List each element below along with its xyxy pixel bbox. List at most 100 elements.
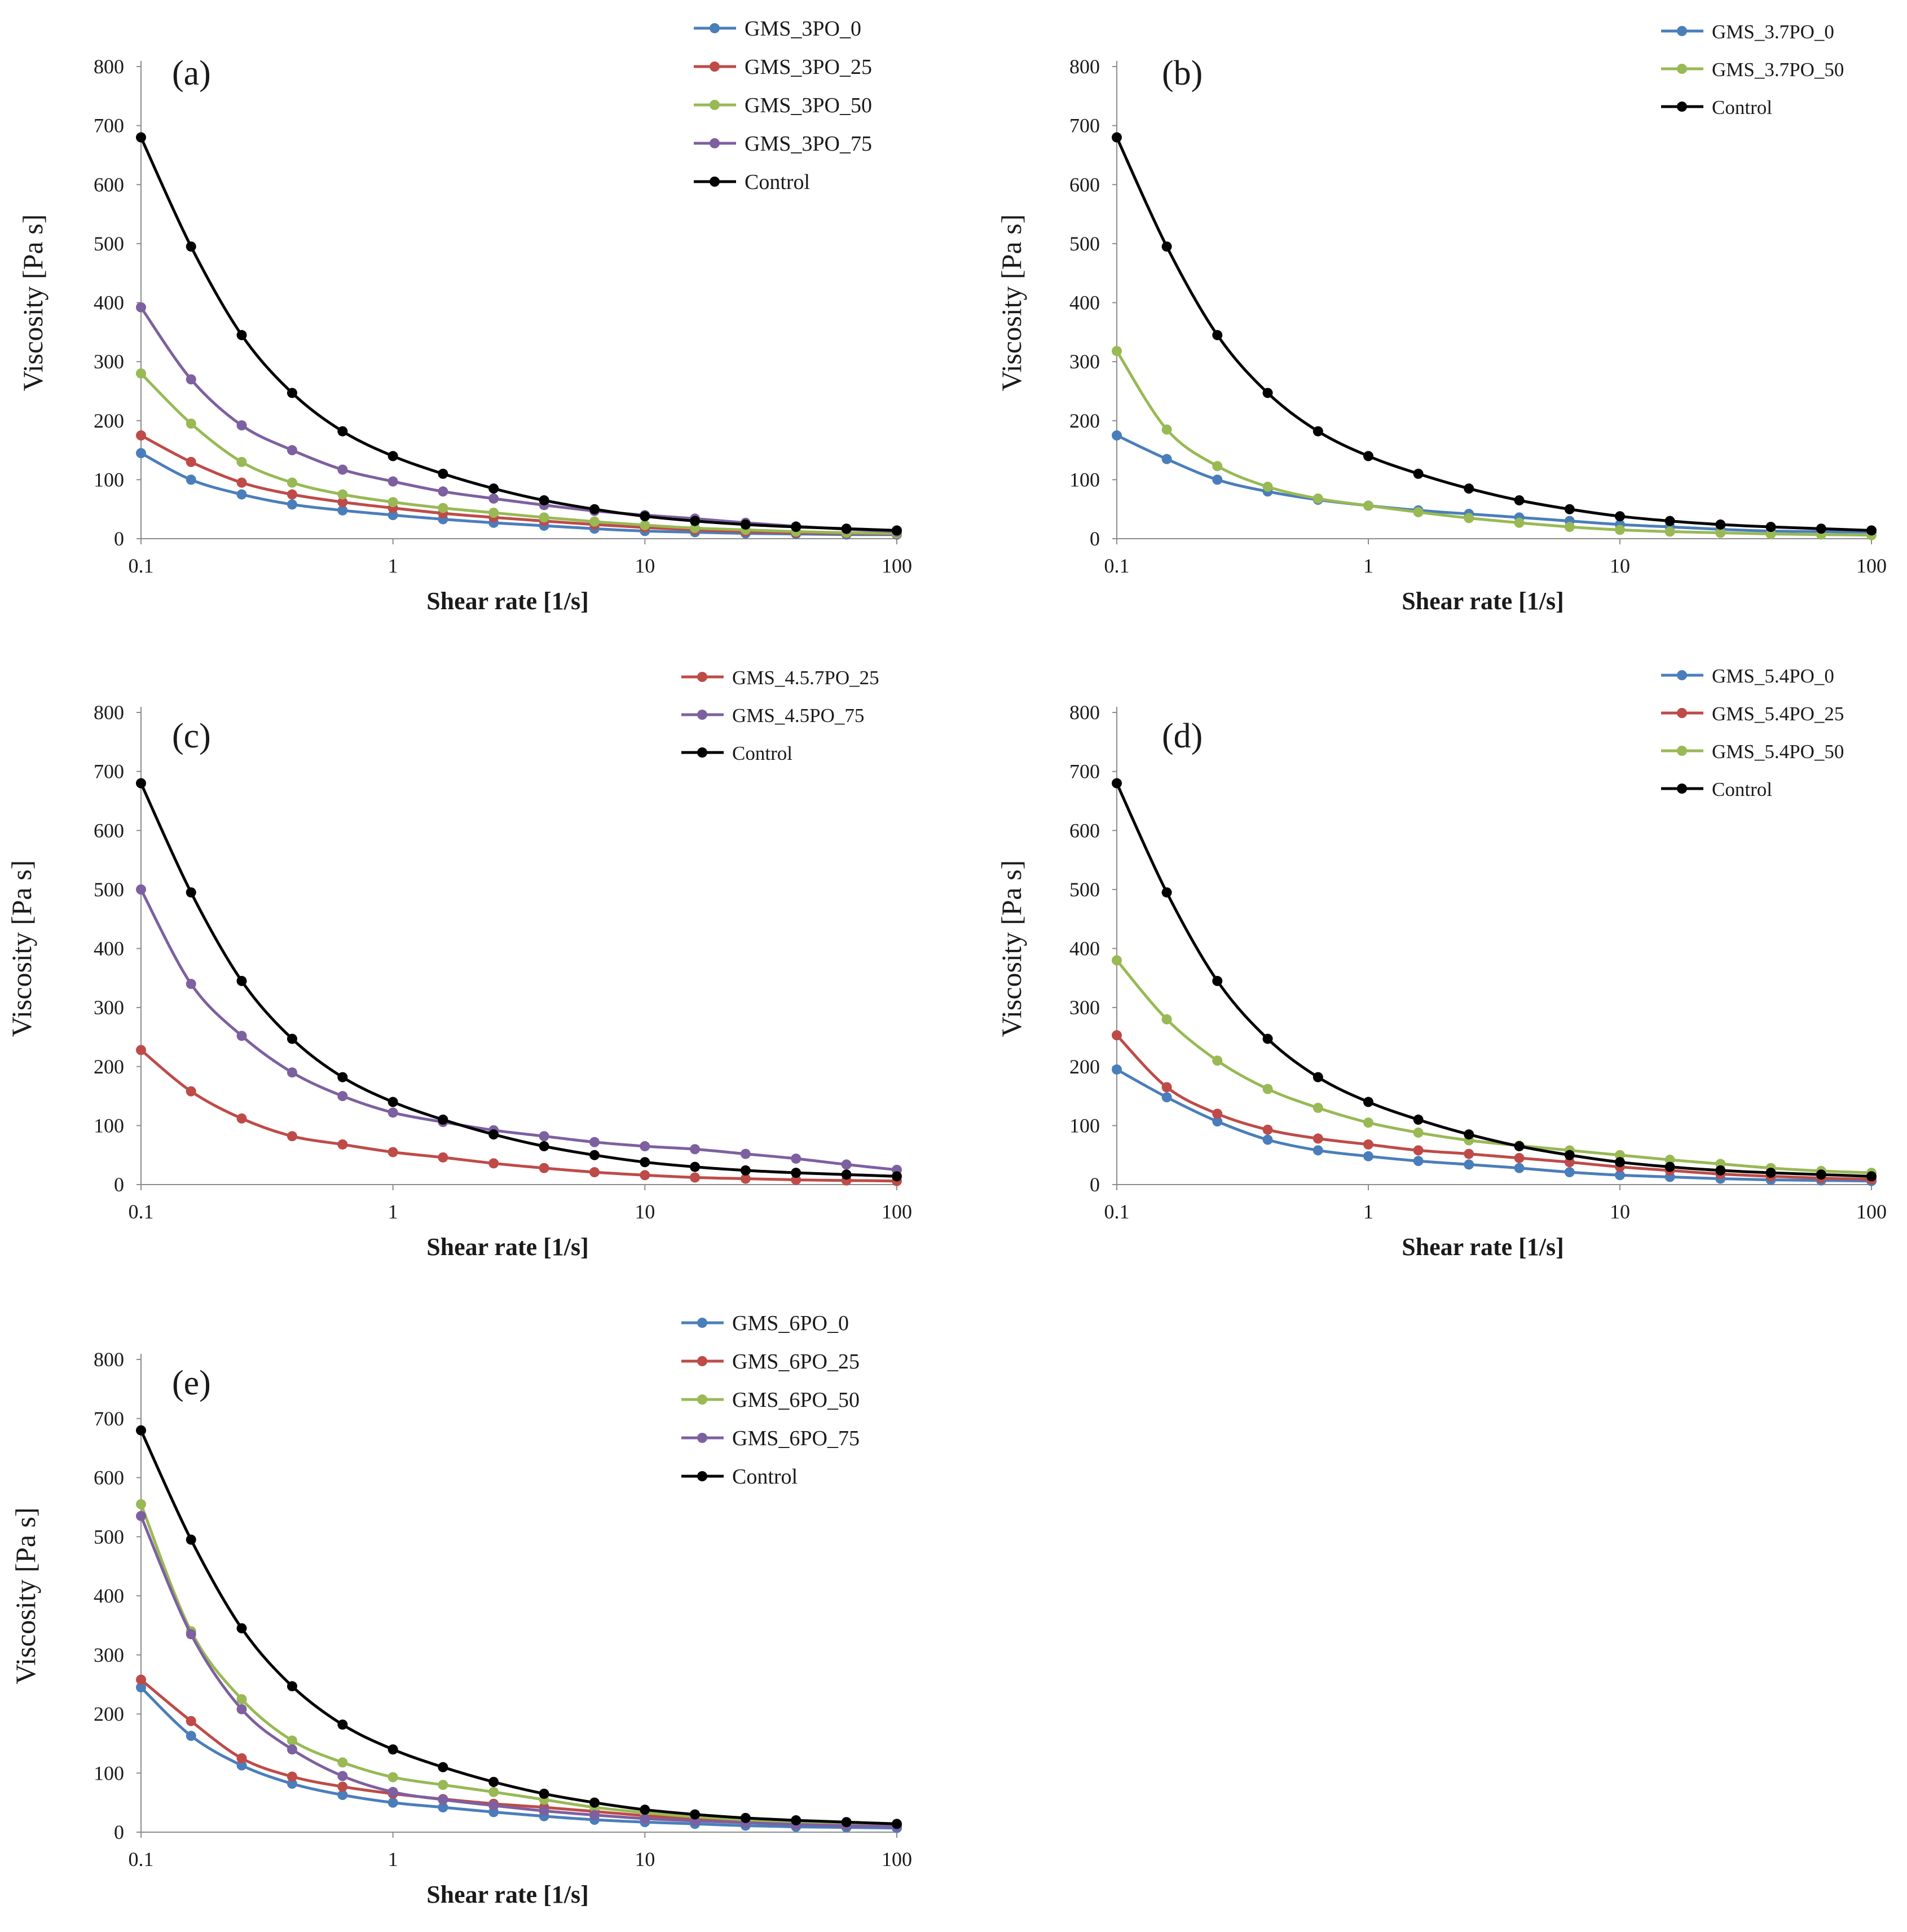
legend-marker xyxy=(710,177,720,187)
data-point xyxy=(136,1674,146,1685)
data-point xyxy=(1363,1151,1373,1161)
data-point xyxy=(1514,517,1525,528)
data-point xyxy=(337,1091,348,1102)
legend: GMS_3.7PO_0 GMS_3.7PO_50 Control xyxy=(1661,21,1844,118)
data-point xyxy=(539,1131,549,1142)
x-tick-label: 1 xyxy=(388,1200,398,1223)
data-point xyxy=(1564,1167,1575,1178)
data-point xyxy=(1413,1145,1424,1156)
data-point xyxy=(1161,1092,1172,1103)
data-point xyxy=(387,451,398,461)
legend-marker xyxy=(697,710,707,720)
data-point xyxy=(1615,511,1625,522)
data-point xyxy=(236,420,247,431)
legend-label: GMS_3PO_75 xyxy=(745,132,872,156)
data-point xyxy=(690,1144,701,1155)
data-point xyxy=(1363,1139,1373,1150)
legend-marker xyxy=(1677,746,1687,756)
data-point xyxy=(740,1173,751,1184)
series-line xyxy=(1116,434,1872,534)
data-point xyxy=(236,1623,247,1634)
data-point xyxy=(186,1086,196,1097)
data-point xyxy=(337,505,348,516)
legend-label: GMS_3.7PO_50 xyxy=(1712,59,1844,81)
series-line xyxy=(140,1049,897,1183)
data-point xyxy=(1715,527,1726,538)
legend: GMS_5.4PO_0 GMS_5.4PO_25 GMS_5.4PO_50 Contr… xyxy=(1661,665,1844,800)
data-point xyxy=(488,1800,499,1811)
legend-label: GMS_4.5.7PO_25 xyxy=(732,667,879,689)
y-axis-title: Viscosity [Pa s] xyxy=(996,214,1027,391)
y-tick-label: 800 xyxy=(94,701,124,724)
data-point xyxy=(236,1760,247,1771)
data-point xyxy=(1514,1163,1525,1173)
data-point xyxy=(438,503,448,513)
data-point xyxy=(740,1148,751,1159)
y-tick-label: 200 xyxy=(1069,410,1100,432)
data-point xyxy=(287,1067,297,1078)
y-tick-label: 0 xyxy=(114,1821,124,1843)
data-point xyxy=(1664,526,1675,537)
data-point xyxy=(589,1167,600,1178)
panel-label: (e) xyxy=(172,1364,211,1402)
data-point xyxy=(488,483,499,494)
data-point xyxy=(841,1169,852,1180)
y-tick-label: 800 xyxy=(1069,55,1100,78)
x-tick-label: 10 xyxy=(1610,554,1630,577)
data-point xyxy=(539,495,549,505)
series-line xyxy=(140,372,897,535)
data-point xyxy=(287,1779,297,1789)
series-Control xyxy=(1112,132,1877,536)
series-Control xyxy=(136,1425,902,1829)
legend-label: GMS_5.4PO_50 xyxy=(1712,741,1844,763)
data-point xyxy=(1363,1097,1373,1107)
legend-marker xyxy=(697,747,707,758)
data-point xyxy=(1212,474,1223,485)
data-point xyxy=(136,302,146,313)
legend-marker xyxy=(1677,708,1687,718)
data-point xyxy=(186,887,196,898)
data-point xyxy=(1715,1165,1726,1176)
y-tick-label: 200 xyxy=(94,1703,124,1726)
data-point xyxy=(337,497,348,508)
data-point xyxy=(690,516,701,526)
data-point xyxy=(1112,346,1122,357)
legend: GMS_6PO_0 GMS_6PO_25 GMS_6PO_50 GMS_6PO_75 C… xyxy=(681,1312,860,1489)
data-point xyxy=(337,1139,348,1150)
data-point xyxy=(1664,1155,1675,1165)
y-tick-label: 600 xyxy=(94,1467,124,1489)
data-point xyxy=(1866,1171,1877,1182)
x-tick-label: 0.1 xyxy=(129,1200,154,1223)
y-tick-label: 700 xyxy=(1069,760,1100,783)
legend-label: GMS_6PO_75 xyxy=(732,1427,860,1450)
y-tick-label: 400 xyxy=(94,938,124,960)
y-tick-label: 0 xyxy=(114,1173,124,1196)
data-point xyxy=(1564,522,1575,532)
y-axis-title: Viscosity [Pa s] xyxy=(6,860,37,1037)
data-point xyxy=(488,1776,499,1787)
y-tick-label: 300 xyxy=(94,350,124,373)
data-point xyxy=(690,523,701,534)
panel-b: 0 100 200 300 400 500 600 700 800 0.1 1 10 100 Shear … xyxy=(996,21,1887,615)
data-point xyxy=(690,1161,701,1172)
data-point xyxy=(640,1813,650,1824)
data-point xyxy=(387,476,398,487)
data-point xyxy=(1313,1133,1323,1144)
data-point xyxy=(186,418,196,429)
data-point xyxy=(387,1097,398,1107)
data-point xyxy=(1161,887,1172,898)
series-GMS_5.4PO_0 xyxy=(1112,1064,1877,1186)
y-tick-label: 700 xyxy=(94,760,124,783)
x-tick-label: 10 xyxy=(635,554,655,577)
data-point xyxy=(1262,481,1273,492)
y-tick-label: 100 xyxy=(94,1114,124,1137)
data-point xyxy=(1112,132,1122,143)
x-tick-label: 0.1 xyxy=(129,554,154,577)
series-line xyxy=(140,434,897,536)
data-point xyxy=(287,477,297,488)
data-point xyxy=(1161,454,1172,464)
data-point xyxy=(1262,1033,1273,1044)
legend-label: GMS_5.4PO_25 xyxy=(1712,703,1844,725)
y-tick-label: 800 xyxy=(94,1348,124,1371)
data-point xyxy=(690,1809,701,1820)
